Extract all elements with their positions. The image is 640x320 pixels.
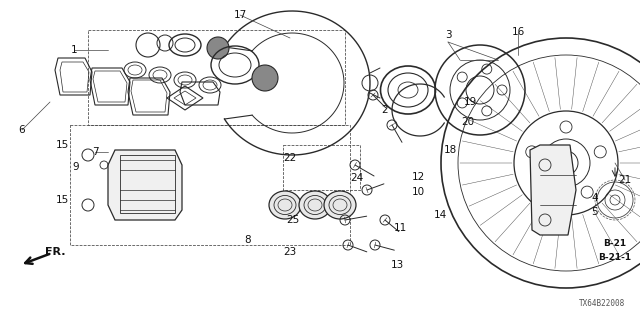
Text: 14: 14 [433, 210, 447, 220]
Text: 25: 25 [286, 215, 300, 225]
Text: 20: 20 [461, 117, 475, 127]
Text: 21: 21 [618, 175, 632, 185]
Text: 24: 24 [350, 173, 364, 183]
Text: 16: 16 [511, 27, 525, 37]
Text: 7: 7 [92, 147, 99, 157]
Text: 8: 8 [244, 235, 252, 245]
Ellipse shape [324, 191, 356, 219]
Text: 2: 2 [381, 105, 388, 115]
Text: B-21-1: B-21-1 [598, 252, 632, 261]
Text: FR.: FR. [45, 247, 65, 257]
Text: 12: 12 [412, 172, 424, 182]
Circle shape [252, 65, 278, 91]
Bar [120, 155, 175, 213]
Text: 5: 5 [592, 207, 598, 217]
Text: 4: 4 [592, 193, 598, 203]
Text: 22: 22 [284, 153, 296, 163]
Text: 11: 11 [394, 223, 406, 233]
Text: 18: 18 [444, 145, 456, 155]
Ellipse shape [299, 191, 331, 219]
Text: 15: 15 [56, 195, 68, 205]
Text: 17: 17 [234, 10, 246, 20]
Text: 9: 9 [73, 162, 79, 172]
Polygon shape [530, 145, 576, 235]
Text: 15: 15 [56, 140, 68, 150]
Text: TX64B22008: TX64B22008 [579, 299, 625, 308]
Text: 23: 23 [284, 247, 296, 257]
Text: 13: 13 [390, 260, 404, 270]
Polygon shape [108, 150, 182, 220]
Circle shape [207, 37, 229, 59]
Text: 10: 10 [412, 187, 424, 197]
Ellipse shape [269, 191, 301, 219]
Text: 1: 1 [70, 45, 77, 55]
Text: 6: 6 [19, 125, 26, 135]
Text: 19: 19 [463, 97, 477, 107]
Text: 3: 3 [445, 30, 451, 40]
Text: B-21: B-21 [604, 238, 627, 247]
